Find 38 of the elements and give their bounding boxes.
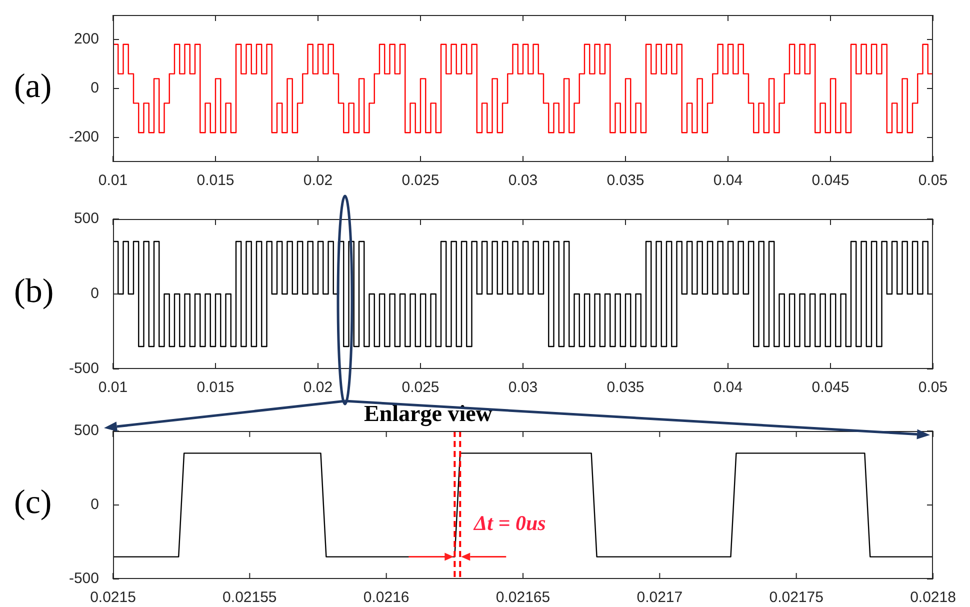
y-tick-label: 0 <box>90 496 99 514</box>
x-tick-label: 0.04 <box>713 379 743 396</box>
x-tick-label: 0.01 <box>98 379 128 396</box>
x-tick-label: 0.05 <box>918 172 948 190</box>
text: (a) <box>14 68 52 106</box>
x-tick-label: 0.04 <box>713 172 743 190</box>
annotation: Δt = 0us <box>474 511 546 536</box>
x-tick-label: 0.03 <box>508 172 538 190</box>
x-tick-label: 0.01 <box>98 172 128 190</box>
y-tick-label: -500 <box>68 570 99 588</box>
x-tick-label: 0.045 <box>812 172 850 190</box>
x-tick-label: 0.0215 <box>90 589 136 606</box>
x-tick-label: 0.02165 <box>496 589 550 606</box>
x-tick-label: 0.035 <box>606 379 644 396</box>
y-tick-label: 500 <box>74 210 99 228</box>
x-tick-label: 0.02155 <box>222 589 277 606</box>
y-tick-label: 0 <box>90 80 99 97</box>
x-tick-label: 0.025 <box>402 172 440 190</box>
x-tick-label: 0.02 <box>303 172 333 190</box>
x-tick-label: 0.0216 <box>363 589 410 606</box>
y-tick-label: -500 <box>68 360 99 378</box>
x-tick-label: 0.0217 <box>636 589 683 606</box>
x-tick-label: 0.05 <box>918 379 948 396</box>
y-tick-label: 500 <box>74 422 99 440</box>
x-tick-label: 0.025 <box>402 379 440 396</box>
y-tick-label: 0 <box>90 285 99 302</box>
y-tick-label: -200 <box>68 128 99 146</box>
x-tick-label: 0.015 <box>196 172 234 190</box>
text: (c) <box>14 484 52 522</box>
text: (b) <box>14 273 54 311</box>
x-tick-label: 0.02175 <box>769 589 824 606</box>
x-tick-label: 0.035 <box>606 172 644 190</box>
x-tick-label: 0.02 <box>303 379 333 396</box>
x-tick-label: 0.0218 <box>910 589 956 606</box>
x-tick-label: 0.045 <box>812 379 850 396</box>
y-tick-label: 200 <box>74 30 99 48</box>
x-tick-label: 0.015 <box>196 379 234 396</box>
x-tick-label: 0.03 <box>508 379 538 396</box>
